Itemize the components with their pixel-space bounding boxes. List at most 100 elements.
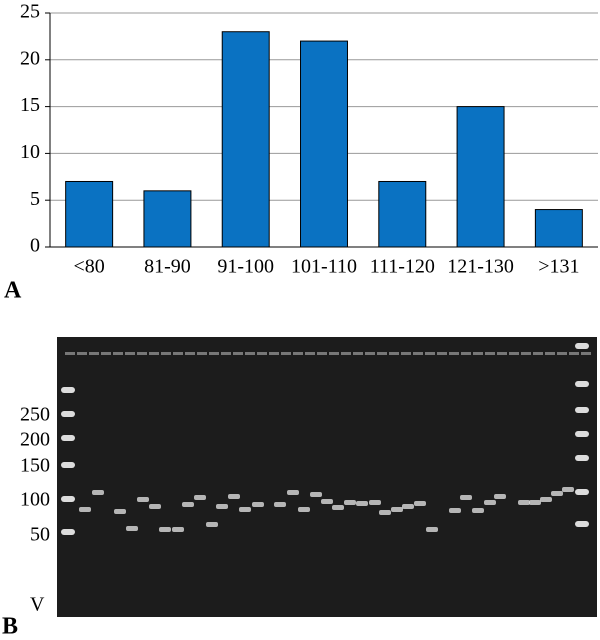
- bar: [65, 180, 114, 248]
- well: [257, 352, 267, 355]
- ladder-label: 250: [20, 404, 50, 426]
- ladder-label: 200: [20, 429, 50, 451]
- well: [449, 352, 459, 355]
- sample-band: [114, 509, 126, 514]
- sample-band: [321, 499, 333, 504]
- ladder-label: 100: [20, 489, 50, 511]
- ladder-band: [575, 455, 589, 461]
- sample-band: [298, 507, 310, 512]
- sample-band: [159, 527, 171, 532]
- well: [101, 352, 111, 355]
- well: [533, 352, 543, 355]
- well: [161, 352, 171, 355]
- well: [389, 352, 399, 355]
- well: [221, 352, 231, 355]
- well: [293, 352, 303, 355]
- well: [353, 352, 363, 355]
- x-tick-label: 121-130: [447, 256, 514, 278]
- well: [377, 352, 387, 355]
- bar: [456, 106, 505, 248]
- ladder-band: [575, 431, 589, 437]
- well: [65, 352, 75, 355]
- well: [77, 352, 87, 355]
- y-tick-label: 0: [30, 235, 40, 257]
- well: [485, 352, 495, 355]
- sample-band: [228, 494, 240, 499]
- sample-band: [426, 527, 438, 532]
- ladder-band: [575, 407, 589, 413]
- panel-label: B: [2, 614, 18, 640]
- sample-band: [344, 500, 356, 505]
- well: [413, 352, 423, 355]
- bar: [221, 31, 270, 248]
- x-tick-label: 91-100: [217, 256, 274, 278]
- y-tick-label: 10: [20, 141, 40, 163]
- ladder-band: [575, 489, 589, 495]
- well: [113, 352, 123, 355]
- ladder-band: [575, 381, 589, 387]
- panel-label: A: [4, 278, 22, 304]
- well: [233, 352, 243, 355]
- sample-band: [137, 497, 149, 502]
- well: [173, 352, 183, 355]
- sample-band: [402, 504, 414, 509]
- ladder-band: [61, 387, 75, 393]
- sample-band: [540, 497, 552, 502]
- sample-band: [216, 504, 228, 509]
- sample-band: [239, 507, 251, 512]
- sample-band: [369, 500, 381, 505]
- well: [209, 352, 219, 355]
- ladder-band: [61, 462, 75, 468]
- well: [437, 352, 447, 355]
- well: [137, 352, 147, 355]
- x-tick-label: 81-90: [144, 256, 191, 278]
- ladder-band: [575, 521, 589, 527]
- x-tick-label: <80: [74, 256, 105, 278]
- sample-band: [149, 504, 161, 509]
- ladder-band: [61, 529, 75, 535]
- sample-band: [194, 495, 206, 500]
- well: [425, 352, 435, 355]
- y-tick-label: 5: [30, 188, 40, 210]
- sample-band: [92, 490, 104, 495]
- ladder-band: [575, 343, 589, 349]
- well: [401, 352, 411, 355]
- sample-band: [206, 522, 218, 527]
- sample-band: [414, 501, 426, 506]
- sample-band: [274, 502, 286, 507]
- ladder-band: [61, 411, 75, 417]
- ladder-band: [61, 496, 75, 502]
- well: [305, 352, 315, 355]
- well: [197, 352, 207, 355]
- well: [125, 352, 135, 355]
- well: [149, 352, 159, 355]
- well: [545, 352, 555, 355]
- bar: [534, 209, 583, 248]
- well: [329, 352, 339, 355]
- well: [245, 352, 255, 355]
- y-tick-label: 20: [20, 47, 40, 69]
- y-tick-label: 25: [20, 1, 40, 23]
- gel-bands: [61, 343, 591, 535]
- sample-band: [252, 502, 264, 507]
- well: [89, 352, 99, 355]
- sample-band: [460, 495, 472, 500]
- well: [185, 352, 195, 355]
- well: [557, 352, 567, 355]
- well: [497, 352, 507, 355]
- well-label: V: [30, 594, 45, 616]
- well: [473, 352, 483, 355]
- well: [281, 352, 291, 355]
- sample-band: [518, 500, 530, 505]
- well: [317, 352, 327, 355]
- y-tick-label: 15: [20, 94, 40, 116]
- bar: [378, 180, 427, 248]
- ladder-label: 150: [20, 455, 50, 477]
- sample-band: [391, 507, 403, 512]
- x-tick-label: 101-110: [291, 256, 357, 278]
- well: [509, 352, 519, 355]
- bar: [143, 190, 192, 248]
- well: [521, 352, 531, 355]
- well: [269, 352, 279, 355]
